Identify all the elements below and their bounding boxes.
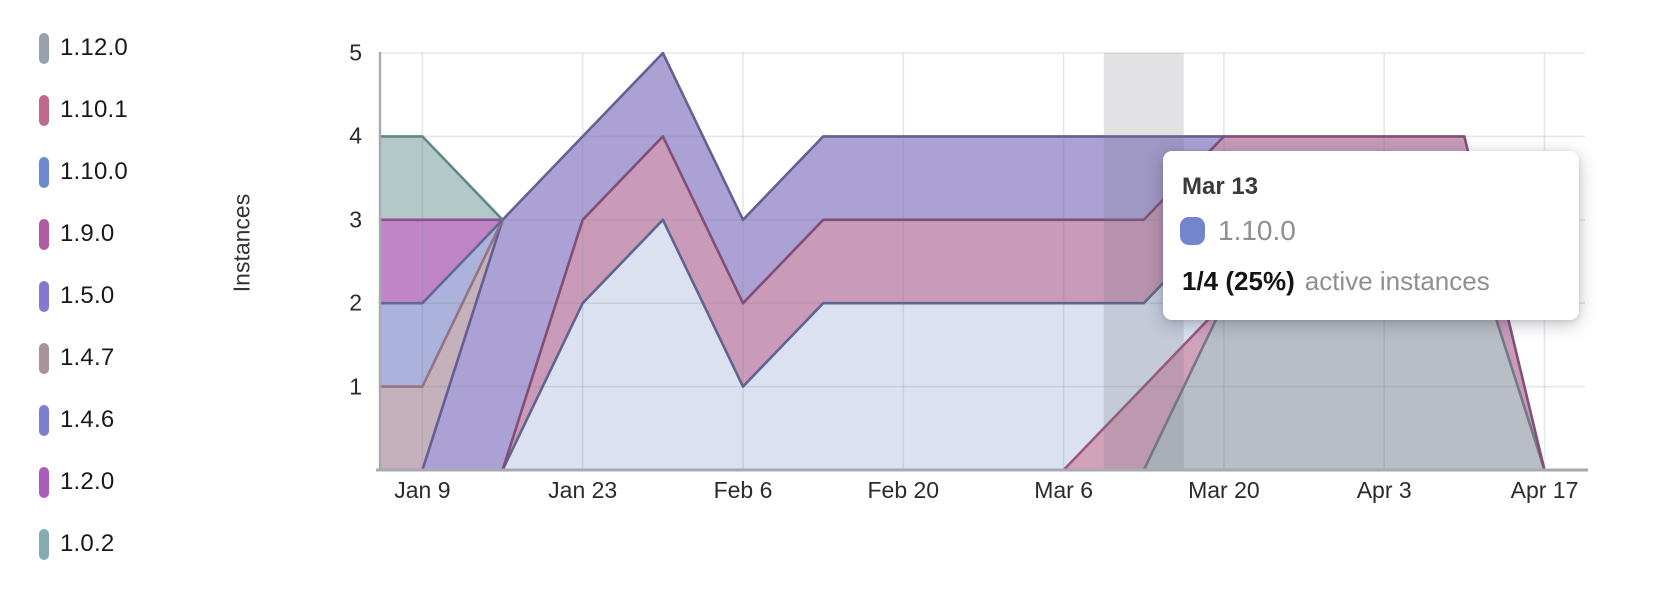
x-tick-label: Apr 3 bbox=[1356, 477, 1412, 503]
tooltip-series-name: 1.10.0 bbox=[1218, 215, 1296, 246]
x-tick-label: Mar 20 bbox=[1188, 477, 1260, 503]
chart-legend: 1.12.0 1.10.1 1.10.0 1.9.0 1.5.0 1.4.7 1.4.6 1.… bbox=[0, 0, 230, 592]
legend-label: 1.4.7 bbox=[60, 344, 115, 371]
series-line-1.4.7 bbox=[378, 218, 504, 388]
series-line-1.9.0 bbox=[501, 135, 1587, 472]
chart-tooltip: Mar 13 1.10.0 1/4 (25%) active instances bbox=[1163, 151, 1579, 320]
legend-swatch-icon bbox=[39, 404, 49, 436]
series-line-1.5.0 bbox=[421, 51, 1226, 472]
legend-item-1.5.0[interactable]: 1.5.0 bbox=[39, 278, 114, 314]
legend-swatch-icon bbox=[39, 156, 49, 188]
legend-label: 1.2.0 bbox=[60, 468, 115, 495]
series-line-1.4.6 bbox=[378, 218, 504, 305]
legend-swatch-icon bbox=[39, 218, 49, 250]
tooltip-series-swatch-icon bbox=[1180, 217, 1205, 245]
legend-label: 1.9.0 bbox=[60, 220, 115, 247]
legend-label: 1.10.0 bbox=[60, 158, 128, 185]
legend-item-1.10.0[interactable]: 1.10.0 bbox=[39, 154, 128, 190]
legend-item-1.12.0[interactable]: 1.12.0 bbox=[39, 30, 128, 66]
legend-item-1.4.6[interactable]: 1.4.6 bbox=[39, 402, 114, 438]
y-tick-label: 4 bbox=[349, 122, 362, 149]
legend-item-1.4.7[interactable]: 1.4.7 bbox=[39, 340, 114, 376]
legend-swatch-icon bbox=[39, 466, 49, 498]
legend-item-1.0.2[interactable]: 1.0.2 bbox=[39, 526, 114, 562]
legend-label: 1.12.0 bbox=[60, 34, 128, 61]
legend-label: 1.5.0 bbox=[60, 282, 115, 309]
legend-label: 1.0.2 bbox=[60, 530, 115, 557]
tooltip-date: Mar 13 bbox=[1182, 173, 1259, 200]
legend-swatch-icon bbox=[39, 280, 49, 312]
legend-swatch-icon bbox=[39, 528, 49, 560]
legend-label: 1.4.6 bbox=[60, 406, 115, 433]
legend-item-1.9.0[interactable]: 1.9.0 bbox=[39, 216, 114, 252]
x-tick-label: Feb 20 bbox=[867, 477, 940, 503]
series-area-1.10.0 bbox=[380, 219, 1545, 470]
legend-swatch-icon bbox=[39, 342, 49, 374]
x-tick-label: Mar 6 bbox=[1034, 477, 1093, 503]
legend-swatch-icon bbox=[39, 32, 49, 64]
y-tick-label: 1 bbox=[349, 373, 362, 400]
legend-item-1.2.0[interactable]: 1.2.0 bbox=[39, 464, 114, 500]
y-tick-label: 2 bbox=[349, 289, 362, 316]
y-tick-label: 3 bbox=[349, 206, 362, 233]
y-tick-label: 5 bbox=[349, 39, 362, 66]
x-tick-label: Apr 17 bbox=[1510, 477, 1579, 503]
legend-label: 1.10.1 bbox=[60, 96, 128, 123]
series-line-1.10.1 bbox=[1062, 301, 1226, 472]
x-tick-label: Jan 23 bbox=[548, 477, 618, 503]
y-axis-title: Instances bbox=[228, 193, 255, 293]
x-tick-label: Feb 6 bbox=[713, 477, 773, 503]
tooltip-value: 1/4 (25%) bbox=[1182, 266, 1295, 296]
tooltip-value-suffix: active instances bbox=[1304, 266, 1490, 296]
series-line-1.0.2 bbox=[378, 135, 504, 222]
x-tick-label: Jan 9 bbox=[394, 477, 451, 503]
legend-item-1.10.1[interactable]: 1.10.1 bbox=[39, 92, 128, 128]
legend-swatch-icon bbox=[39, 94, 49, 126]
